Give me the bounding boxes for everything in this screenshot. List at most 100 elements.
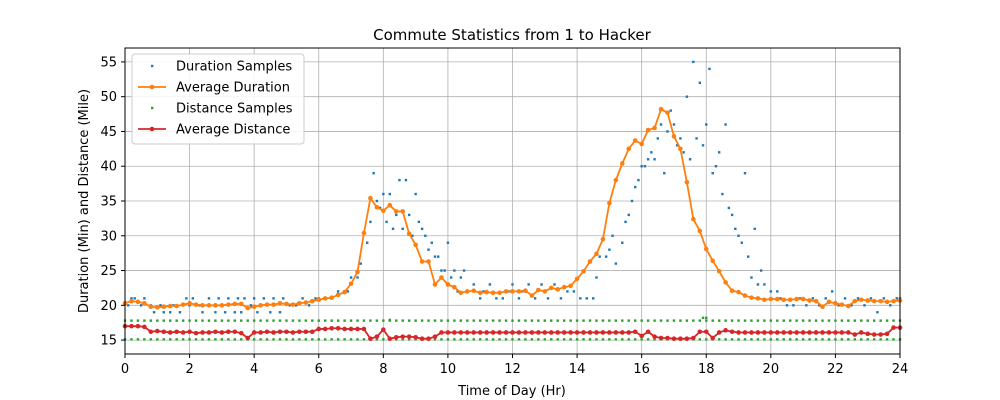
duration-sample-point: [417, 220, 421, 224]
distance-sample-point: [401, 338, 404, 341]
duration-sample-point: [717, 151, 721, 154]
distance-sample-point: [356, 338, 359, 341]
duration-sample-point: [375, 199, 379, 203]
average-duration-marker: [762, 297, 767, 303]
distance-sample-point: [369, 319, 372, 322]
duration-sample-point: [653, 158, 656, 161]
distance-sample-point: [653, 338, 656, 341]
distance-sample-point: [808, 338, 811, 341]
distance-sample-point: [472, 338, 475, 341]
duration-sample-point: [811, 297, 815, 300]
y-tick-label: 20: [100, 299, 117, 314]
duration-sample-point: [301, 297, 304, 300]
average-distance-marker: [774, 330, 780, 335]
distance-sample-point: [485, 319, 488, 322]
duration-sample-point: [178, 311, 182, 314]
distance-sample-point: [608, 338, 611, 341]
average-distance-marker: [813, 330, 819, 335]
distance-sample-point: [498, 338, 501, 341]
duration-sample-point: [130, 297, 133, 300]
average-distance-marker: [729, 329, 735, 335]
average-distance-marker: [142, 324, 147, 330]
distance-sample-point: [608, 319, 611, 322]
duration-sample-point: [634, 185, 637, 189]
distance-sample-point: [627, 338, 630, 341]
duration-sample-point: [365, 241, 369, 244]
average-duration-marker: [774, 296, 780, 302]
duration-sample-point: [372, 171, 375, 175]
average-distance-marker: [387, 336, 393, 342]
average-duration-marker: [813, 298, 819, 304]
average-duration-marker: [846, 303, 851, 309]
distance-sample-point: [278, 338, 282, 341]
average-duration-marker: [523, 288, 528, 294]
distance-sample-point: [324, 338, 327, 341]
duration-sample-point: [533, 297, 537, 300]
distance-sample-point: [801, 338, 805, 341]
average-duration-marker: [516, 289, 522, 294]
average-distance-marker: [161, 329, 167, 335]
average-duration-marker: [258, 303, 263, 308]
average-duration-marker: [348, 281, 354, 287]
distance-sample-point: [395, 319, 398, 322]
duration-sample-point: [243, 297, 246, 300]
duration-sample-point: [278, 311, 282, 314]
average-duration-marker: [529, 293, 535, 298]
x-tick-label: 0: [121, 362, 129, 377]
duration-sample-point: [611, 234, 614, 237]
average-distance-marker: [568, 330, 573, 335]
average-distance-marker: [497, 330, 502, 335]
average-duration-marker: [587, 259, 593, 264]
duration-sample-point: [185, 297, 188, 300]
y-tick-label: 15: [100, 334, 117, 349]
average-distance-marker: [529, 330, 535, 335]
duration-sample-point: [546, 297, 550, 300]
distance-sample-point: [214, 338, 217, 341]
duration-sample-point: [443, 269, 446, 272]
average-distance-marker: [277, 329, 283, 335]
distance-sample-point: [634, 319, 637, 322]
duration-sample-point: [792, 304, 795, 307]
average-distance-marker: [516, 330, 522, 335]
average-distance-marker: [794, 330, 799, 335]
duration-sample-point: [427, 248, 430, 251]
average-distance-marker: [820, 330, 825, 335]
duration-sample-point: [672, 123, 676, 126]
duration-sample-point: [398, 178, 401, 182]
x-tick-label: 14: [569, 362, 586, 377]
y-tick-label: 35: [100, 195, 117, 210]
distance-sample-point: [872, 319, 876, 322]
distance-sample-point: [640, 338, 643, 341]
average-distance-marker: [303, 329, 309, 335]
distance-sample-point: [265, 319, 269, 322]
average-duration-marker: [439, 275, 444, 280]
legend-marker: [149, 84, 155, 90]
duration-sample-point: [479, 297, 482, 300]
duration-sample-point: [127, 304, 130, 307]
average-distance-marker: [878, 332, 883, 337]
duration-sample-point: [414, 192, 417, 196]
y-tick-label: 40: [100, 160, 117, 175]
distance-sample-point: [653, 319, 656, 322]
average-duration-marker: [820, 304, 825, 310]
average-duration-marker: [445, 282, 451, 287]
distance-sample-point: [336, 338, 340, 341]
x-tick-label: 6: [315, 362, 323, 377]
duration-sample-point: [139, 304, 143, 307]
average-duration-marker: [316, 297, 322, 303]
average-duration-marker: [865, 298, 871, 303]
distance-sample-point: [595, 319, 598, 322]
distance-sample-point: [414, 319, 417, 322]
average-duration-marker: [452, 284, 457, 290]
average-duration-marker: [419, 259, 425, 264]
average-duration-marker: [464, 289, 470, 294]
average-duration-marker: [432, 282, 438, 287]
distance-sample-point: [156, 319, 159, 322]
duration-sample-point: [659, 123, 663, 126]
average-duration-marker: [290, 302, 296, 307]
distance-sample-point: [769, 338, 773, 341]
duration-sample-point: [850, 304, 853, 307]
distance-sample-point: [188, 338, 191, 341]
average-duration-marker: [787, 297, 793, 303]
average-distance-marker: [723, 328, 728, 333]
